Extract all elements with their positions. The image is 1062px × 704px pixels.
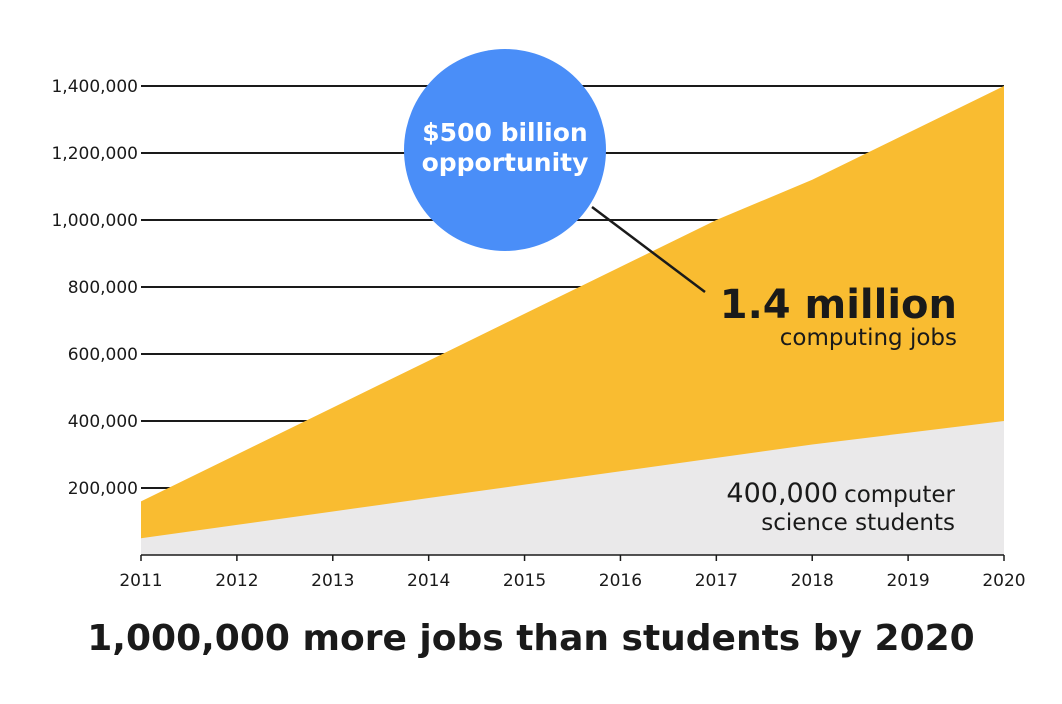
x-tick-label: 2013 <box>311 571 354 591</box>
x-tick-label: 2011 <box>119 571 162 591</box>
x-axis-ticks: 2011 2012 2013 2014 2015 2016 2017 2018 2019 2020 <box>119 554 1026 591</box>
area-series <box>141 86 1004 555</box>
y-tick-label: 600,000 <box>68 345 138 365</box>
x-tick-label: 2018 <box>791 571 834 591</box>
area-series-2 <box>141 421 1004 555</box>
y-tick-label: 1,000,000 <box>51 211 138 231</box>
students-label-line1: 400,000 computer <box>726 478 955 509</box>
x-tick-label: 2016 <box>599 571 642 591</box>
x-tick-label: 2015 <box>503 571 546 591</box>
x-tick-label: 2020 <box>982 571 1025 591</box>
y-tick-label: 400,000 <box>68 412 138 432</box>
y-tick-label: 200,000 <box>68 479 138 499</box>
bubble-label-line2: opportunity <box>422 148 589 177</box>
y-tick-label: 800,000 <box>68 278 138 298</box>
chart-title: 1,000,000 more jobs than students by 202… <box>87 618 975 659</box>
x-tick-label: 2012 <box>215 571 258 591</box>
jobs-caption-label: computing jobs <box>780 325 957 351</box>
y-axis-ticks: 200,000 400,000 600,000 800,000 1,000,000 1,2… <box>51 77 138 499</box>
students-value-label: 400,000 <box>726 478 838 509</box>
y-tick-label: 1,400,000 <box>51 77 138 97</box>
students-label-line2: science students <box>761 510 955 536</box>
opportunity-bubble <box>404 49 606 251</box>
bubble-pointer-line <box>591 206 706 293</box>
chart: 200,000 400,000 600,000 800,000 1,000,000 1,2… <box>51 49 1026 591</box>
x-tick-label: 2017 <box>695 571 738 591</box>
y-tick-label: 1,200,000 <box>51 144 138 164</box>
area-series-1 <box>141 86 1004 555</box>
students-caption-part1: computer <box>844 482 955 508</box>
jobs-value-label: 1.4 million <box>720 282 957 328</box>
bubble-label-line1: $500 billion <box>422 118 587 147</box>
x-tick-label: 2019 <box>886 571 929 591</box>
x-tick-label: 2014 <box>407 571 450 591</box>
